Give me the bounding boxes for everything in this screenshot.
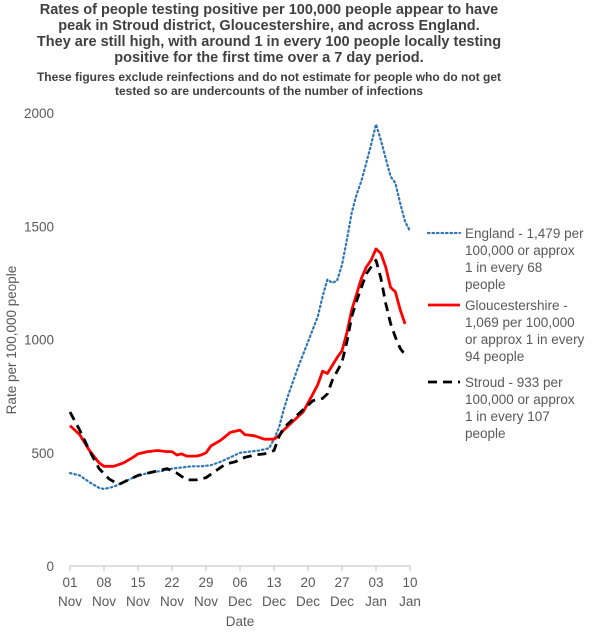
series-line-stroud [68, 258, 407, 486]
x-tick-label: 10 Jan [399, 575, 421, 609]
x-tick-label: 08 Nov [92, 575, 116, 609]
series-line-gloucestershire [69, 247, 407, 468]
x-axis-title: Date [226, 614, 255, 629]
legend: England - 1,479 per 100,000 or approx 1 in… [426, 226, 585, 441]
y-tick-label: 0 [46, 559, 54, 574]
chart-subtitle-line: tested so are undercounts of the number … [114, 84, 424, 98]
chart-title-line: Rates of people testing positive per 100… [39, 2, 499, 18]
chart-title: Rates of people testing positive per 100… [0, 2, 538, 66]
y-tick-label: 1000 [24, 333, 54, 348]
y-tick-label: 500 [31, 446, 54, 461]
legend-label-gloucestershire: Gloucestershire -1,069 per 100,000 or app… [465, 298, 585, 364]
y-tick-label: 2000 [24, 106, 54, 121]
chart-title-line: They are still high, with around 1 in ev… [36, 34, 502, 50]
x-tick-label: 15 Nov [126, 575, 150, 609]
chart-title-line: positive for the first time over a 7 day… [114, 50, 424, 66]
series-group [68, 123, 412, 491]
chart-title-line: peak in Stroud district, Gloucestershire… [58, 18, 480, 34]
y-tick-label: 1500 [24, 219, 54, 234]
x-tick-label: 29 Nov [194, 575, 218, 609]
axes: 0 500 1000 1500 2000 01 Nov 08 Nov 15 Nov 22 Nov 29 No… [24, 106, 421, 609]
x-tick-label: 06 Dec [228, 575, 252, 609]
legend-label-england: England - 1,479 per 100,000 or approx 1 in… [465, 226, 584, 292]
chart-subtitle-line: These figures exclude reinfections and d… [36, 70, 502, 84]
x-tick-label: 03 Jan [365, 575, 387, 609]
x-tick-label: 22 Nov [160, 575, 184, 609]
x-tick-label: 27 Dec [330, 575, 354, 609]
chart-subtitle: These figures exclude reinfections and d… [0, 70, 538, 98]
x-tick-label: 20 Dec [296, 575, 320, 609]
x-tick-label: 13 Dec [262, 575, 286, 609]
y-axis-title: Rate per 100,000 people [4, 266, 19, 415]
x-tick-label: 01 Nov [58, 575, 82, 609]
series-line-england [68, 123, 412, 491]
legend-label-stroud: Stroud - 933 per 100,000 or approx 1 in ev… [465, 375, 575, 441]
